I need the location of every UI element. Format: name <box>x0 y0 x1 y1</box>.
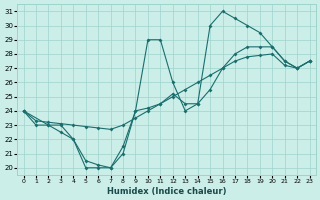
X-axis label: Humidex (Indice chaleur): Humidex (Indice chaleur) <box>107 187 226 196</box>
